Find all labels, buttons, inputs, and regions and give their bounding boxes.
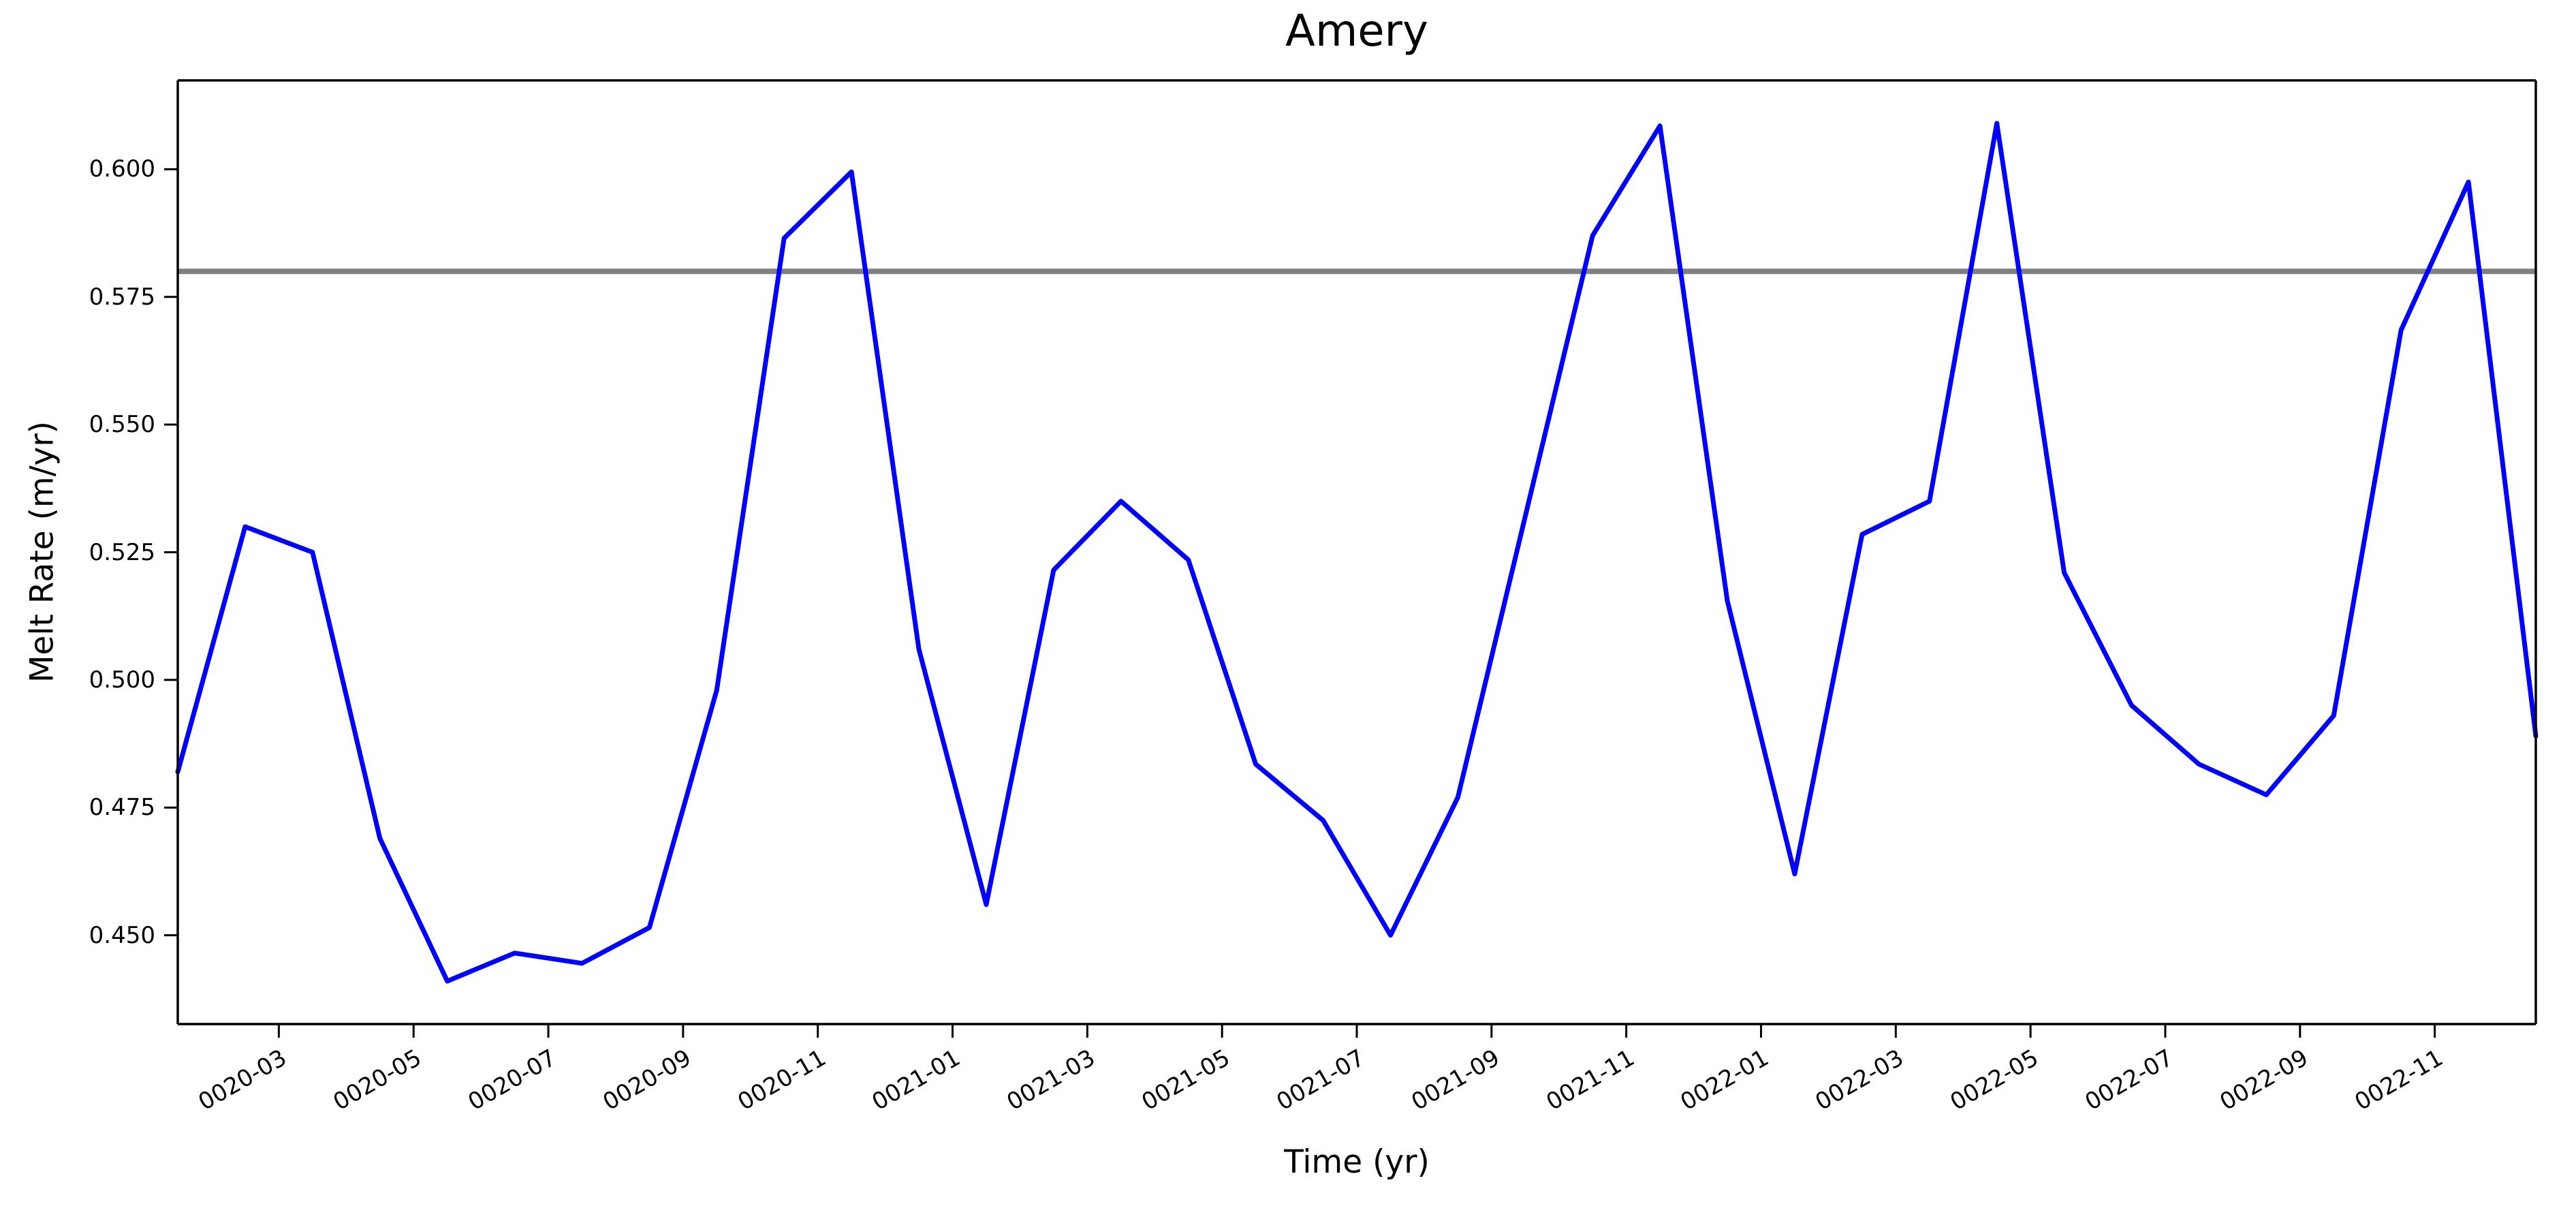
y-tick-label: 0.500 bbox=[89, 666, 155, 694]
y-tick-label: 0.450 bbox=[89, 921, 155, 949]
y-tick-label: 0.600 bbox=[89, 155, 155, 183]
y-tick-label: 0.575 bbox=[89, 283, 155, 311]
chart-title: Amery bbox=[1285, 6, 1428, 57]
axes-spines bbox=[176, 79, 2537, 1025]
tick-marks bbox=[164, 168, 2436, 1038]
y-tick-label: 0.475 bbox=[89, 794, 155, 822]
y-tick-label: 0.525 bbox=[89, 538, 155, 566]
melt-rate-line bbox=[175, 121, 2539, 984]
y-tick-label: 0.550 bbox=[89, 411, 155, 439]
x-axis-label: Time (yr) bbox=[1284, 1143, 1430, 1181]
